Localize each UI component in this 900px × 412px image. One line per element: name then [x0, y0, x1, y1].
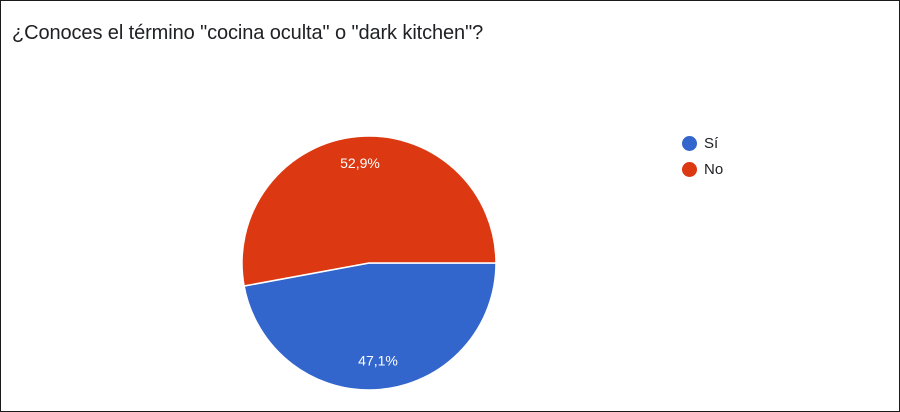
legend-label-si: Sí — [704, 134, 719, 152]
pie-label-no: 52,9% — [340, 155, 380, 171]
legend-item-si[interactable]: Sí — [682, 132, 723, 154]
legend-item-no[interactable]: No — [682, 158, 723, 180]
legend-swatch-no — [682, 161, 697, 177]
pie-slice-si[interactable] — [243, 262, 497, 391]
pie-label-si: 47,1% — [358, 352, 398, 368]
legend: Sí No — [682, 132, 723, 180]
chart-title: ¿Conoces el término "cocina oculta" o "d… — [12, 22, 484, 44]
legend-swatch-si — [682, 135, 697, 151]
pie-slice-no[interactable] — [241, 135, 497, 287]
legend-label-no: No — [704, 160, 724, 178]
